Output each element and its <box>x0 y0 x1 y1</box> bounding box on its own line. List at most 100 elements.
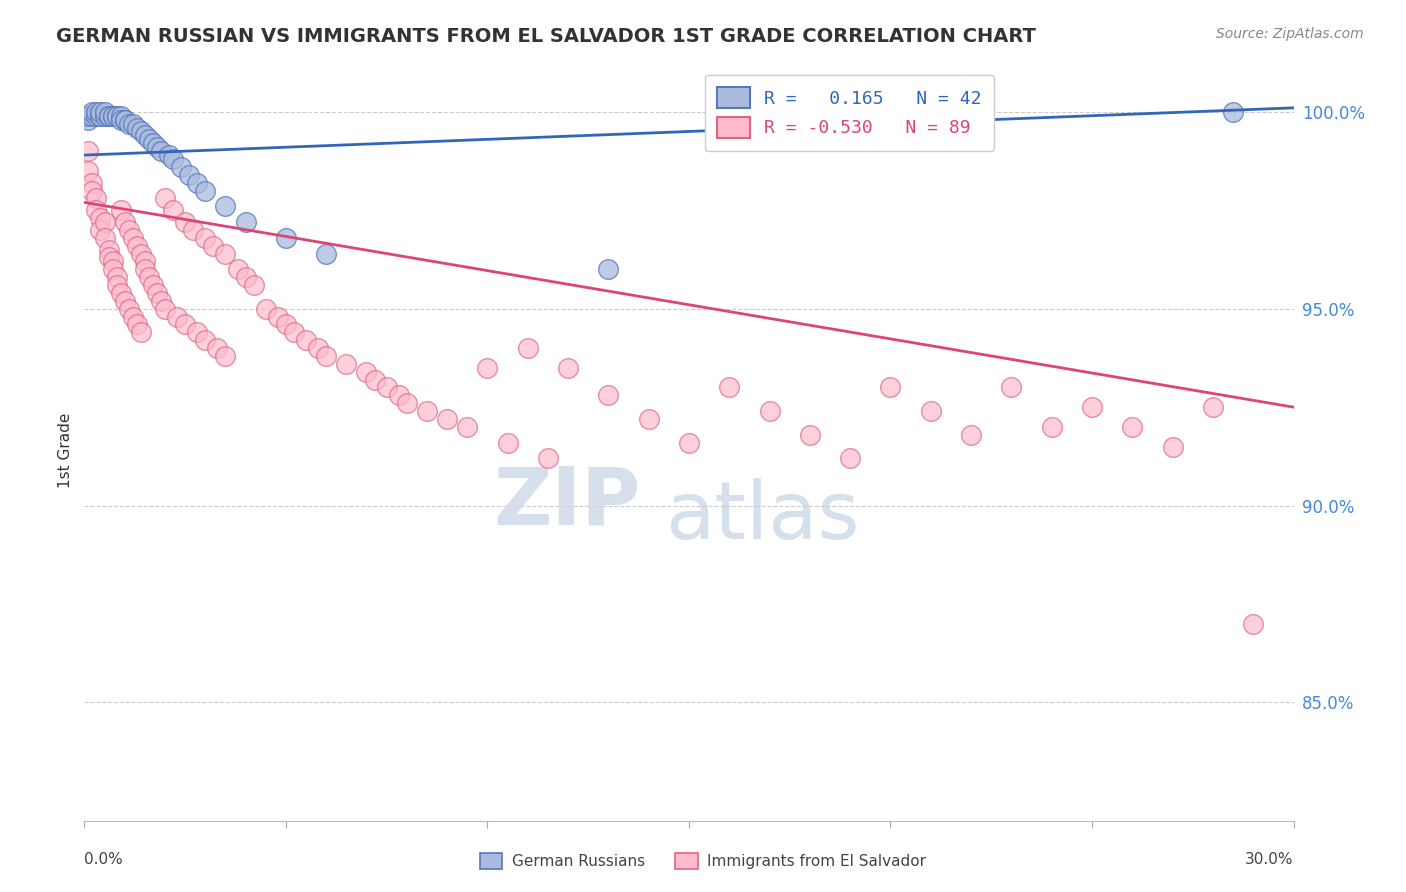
Point <box>125 318 148 332</box>
Point <box>598 262 620 277</box>
Text: GERMAN RUSSIAN VS IMMIGRANTS FROM EL SALVADOR 1ST GRADE CORRELATION CHART: GERMAN RUSSIAN VS IMMIGRANTS FROM EL SAL… <box>56 27 1036 45</box>
Point <box>1222 104 1244 119</box>
Point <box>388 388 411 402</box>
Point <box>315 349 337 363</box>
Point <box>758 404 780 418</box>
Point <box>101 109 124 123</box>
Point <box>77 144 100 158</box>
Point <box>307 341 329 355</box>
Point <box>179 168 201 182</box>
Point <box>105 109 128 123</box>
Point <box>157 148 180 162</box>
Point <box>283 326 305 340</box>
Point <box>118 117 141 131</box>
Point <box>254 301 277 316</box>
Point <box>375 380 398 394</box>
Point <box>960 427 983 442</box>
Point <box>89 223 111 237</box>
Point <box>97 251 120 265</box>
Point <box>105 109 128 123</box>
Point <box>920 404 942 418</box>
Point <box>129 246 152 260</box>
Point <box>105 278 128 293</box>
Point <box>146 285 169 300</box>
Point <box>1000 380 1022 394</box>
Point <box>114 112 136 127</box>
Point <box>456 420 478 434</box>
Point <box>598 388 620 402</box>
Point <box>1161 440 1184 454</box>
Point <box>89 109 111 123</box>
Point <box>166 310 188 324</box>
Point <box>149 293 172 308</box>
Point <box>86 191 108 205</box>
Point <box>194 231 217 245</box>
Point <box>86 104 108 119</box>
Point <box>138 270 160 285</box>
Point <box>274 231 297 245</box>
Point <box>295 333 318 347</box>
Point <box>678 435 700 450</box>
Point <box>114 293 136 308</box>
Point <box>335 357 357 371</box>
Point <box>799 427 821 442</box>
Point <box>89 104 111 119</box>
Point <box>118 301 141 316</box>
Point <box>93 231 115 245</box>
Point <box>1202 400 1225 414</box>
Point <box>181 223 204 237</box>
Point <box>93 109 115 123</box>
Point <box>879 380 901 394</box>
Point <box>315 246 337 260</box>
Point <box>235 270 257 285</box>
Point <box>274 318 297 332</box>
Point <box>186 326 208 340</box>
Point <box>162 152 184 166</box>
Point <box>114 112 136 127</box>
Point <box>214 199 236 213</box>
Point <box>718 380 741 394</box>
Point <box>356 365 378 379</box>
Point <box>125 238 148 252</box>
Point <box>267 310 290 324</box>
Point <box>436 412 458 426</box>
Point <box>235 215 257 229</box>
Point <box>214 246 236 260</box>
Point <box>101 254 124 268</box>
Point <box>174 318 197 332</box>
Point <box>121 117 143 131</box>
Point <box>162 203 184 218</box>
Point <box>110 112 132 127</box>
Point <box>89 109 111 123</box>
Point <box>1081 400 1104 414</box>
Point <box>1241 616 1264 631</box>
Point <box>129 124 152 138</box>
Point <box>142 278 165 293</box>
Point <box>496 435 519 450</box>
Point <box>637 412 659 426</box>
Point <box>134 128 156 143</box>
Point <box>114 215 136 229</box>
Point <box>97 109 120 123</box>
Point <box>146 140 169 154</box>
Point <box>125 120 148 135</box>
Y-axis label: 1st Grade: 1st Grade <box>58 413 73 488</box>
Point <box>477 360 499 375</box>
Point <box>214 349 236 363</box>
Point <box>170 160 193 174</box>
Point <box>174 215 197 229</box>
Point <box>101 262 124 277</box>
Point <box>82 184 104 198</box>
Text: Source: ZipAtlas.com: Source: ZipAtlas.com <box>1216 27 1364 41</box>
Point <box>110 203 132 218</box>
Point <box>121 310 143 324</box>
Point <box>86 109 108 123</box>
Point <box>89 211 111 226</box>
Point <box>129 326 152 340</box>
Point <box>194 333 217 347</box>
Point <box>516 341 538 355</box>
Point <box>1121 420 1143 434</box>
Point <box>97 243 120 257</box>
Point <box>416 404 439 418</box>
Text: atlas: atlas <box>665 478 859 556</box>
